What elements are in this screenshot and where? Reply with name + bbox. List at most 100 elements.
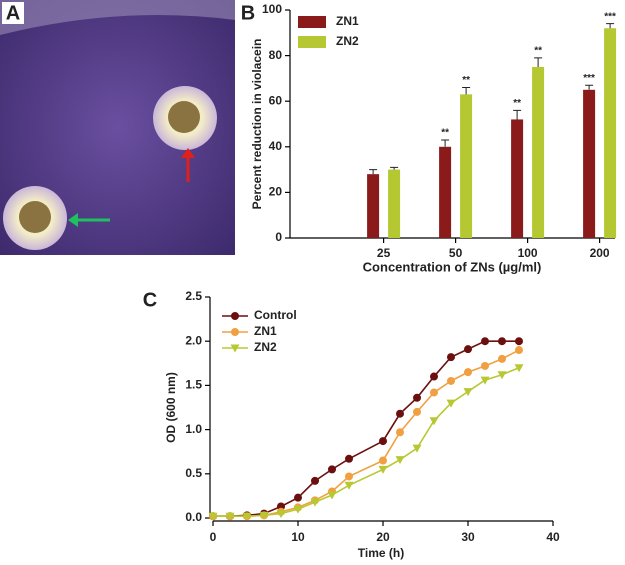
x-axis-label: Time (h)	[358, 546, 404, 560]
legend-label: ZN1	[336, 14, 359, 28]
marker	[430, 388, 438, 397]
x-tick-label: 100	[518, 246, 538, 260]
marker	[231, 328, 239, 336]
y-tick-label: 60	[269, 93, 283, 107]
significance-label: **	[441, 128, 449, 139]
y-tick-label: 2.5	[185, 289, 202, 303]
marker	[514, 364, 524, 373]
series-line	[213, 340, 519, 518]
significance-label: **	[462, 75, 470, 86]
marker	[345, 454, 353, 463]
marker	[464, 368, 472, 377]
y-axis-label: OD (600 nm)	[164, 372, 178, 443]
y-tick-label: 2.0	[185, 333, 202, 347]
legend-swatch	[298, 36, 326, 48]
x-axis-label: Concentration of ZNs (µg/ml)	[363, 259, 542, 274]
y-tick-label: 100	[262, 2, 282, 16]
error-bar	[390, 166, 399, 170]
marker	[498, 337, 506, 346]
y-axis-label: Percent reduction in violacein	[250, 39, 264, 210]
well	[168, 101, 200, 133]
error-bar	[534, 57, 543, 67]
marker	[230, 344, 240, 353]
significance-label: ***	[604, 11, 616, 22]
photo-panel: A	[0, 0, 235, 255]
well	[19, 201, 51, 233]
marker	[481, 337, 489, 346]
marker	[429, 417, 439, 426]
significance-label: ***	[583, 73, 595, 84]
legend-label: ZN2	[336, 34, 359, 48]
dish-rim	[0, 0, 235, 35]
marker	[464, 345, 472, 354]
marker	[225, 512, 235, 521]
error-bar	[513, 109, 522, 120]
marker	[396, 409, 404, 418]
error-bar	[369, 169, 378, 175]
marker	[446, 399, 456, 408]
legend-label: ZN2	[254, 340, 277, 354]
y-tick-label: 0	[275, 230, 282, 244]
marker	[430, 372, 438, 381]
bar	[532, 67, 545, 238]
panel-label: A	[6, 2, 20, 24]
panel-label: C	[143, 289, 157, 311]
series-line	[213, 349, 520, 518]
y-tick-label: 80	[269, 48, 283, 62]
marker	[413, 407, 421, 416]
marker	[480, 376, 490, 385]
marker	[481, 361, 489, 370]
error-bar	[441, 139, 450, 147]
bar	[439, 146, 452, 238]
marker	[447, 353, 455, 362]
y-tick-label: 40	[269, 139, 283, 153]
marker	[294, 493, 302, 502]
error-bar	[462, 87, 471, 95]
significance-label: **	[513, 98, 521, 109]
marker	[413, 393, 421, 402]
x-tick-label: 200	[590, 246, 610, 260]
legend-label: Control	[254, 308, 297, 322]
marker	[515, 337, 523, 346]
green-arrow-head	[68, 213, 78, 227]
marker	[515, 346, 523, 355]
marker	[345, 472, 353, 481]
bar	[583, 89, 596, 238]
y-tick-label: 0.5	[185, 466, 202, 480]
marker	[293, 505, 303, 514]
marker	[447, 376, 455, 385]
marker	[395, 456, 405, 465]
red-arrow-head	[181, 148, 195, 158]
bar	[511, 119, 524, 238]
marker	[379, 437, 387, 446]
x-tick-label: 40	[546, 530, 560, 544]
marker	[412, 444, 422, 453]
marker	[378, 465, 388, 474]
legend-swatch	[298, 16, 326, 28]
x-tick-label: 10	[291, 530, 305, 544]
y-tick-label: 1.5	[185, 378, 202, 392]
marker	[344, 481, 354, 490]
significance-label: **	[534, 46, 542, 57]
bar	[388, 169, 401, 238]
x-tick-label: 50	[449, 246, 463, 260]
marker	[208, 512, 218, 521]
marker	[396, 428, 404, 437]
marker	[259, 511, 269, 520]
panel-label: B	[241, 2, 255, 24]
x-tick-label: 30	[461, 530, 475, 544]
marker	[310, 498, 320, 507]
panel-label-box	[2, 2, 24, 24]
y-tick-label: 0.0	[185, 510, 202, 524]
y-tick-label: 20	[269, 185, 283, 199]
x-tick-label: 0	[210, 530, 217, 544]
marker	[497, 371, 507, 380]
bar	[460, 94, 473, 238]
x-tick-label: 20	[376, 530, 390, 544]
marker	[276, 510, 286, 519]
marker	[231, 312, 239, 320]
marker	[311, 476, 319, 485]
error-bar	[585, 84, 594, 90]
marker	[242, 512, 252, 521]
